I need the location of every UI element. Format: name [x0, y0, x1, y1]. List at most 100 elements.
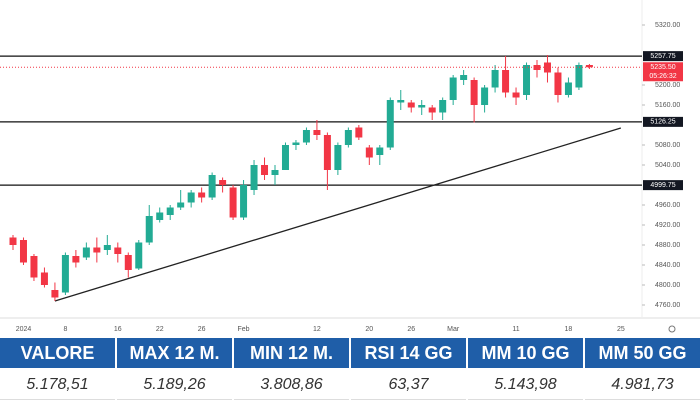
y-tick-label: 5040.00	[655, 162, 680, 169]
trendline	[54, 127, 622, 302]
candle-body	[564, 82, 572, 95]
candle-body	[376, 147, 384, 155]
candle-body	[187, 192, 195, 203]
candle-body	[449, 77, 457, 100]
header-cell: MM 10 GG	[468, 338, 583, 368]
candle-body	[502, 70, 510, 93]
x-tick-label: 22	[156, 326, 164, 333]
candle-body	[19, 240, 27, 263]
candle-body	[82, 247, 90, 258]
candle-body	[135, 242, 143, 269]
x-tick-label: 25	[617, 326, 625, 333]
candle-body	[355, 127, 363, 138]
candle-body	[103, 245, 111, 250]
candle-body	[72, 256, 80, 263]
candle-body	[219, 180, 227, 185]
y-tick-label: 4800.00	[655, 282, 680, 289]
candle-body	[397, 100, 405, 103]
candle-body	[240, 185, 248, 218]
y-tick-label: 5320.00	[655, 22, 680, 29]
candle-body	[177, 202, 185, 208]
candle-body	[93, 247, 101, 253]
candle-body	[523, 65, 531, 95]
x-tick-label: Feb	[238, 326, 250, 333]
x-tick-label: 26	[407, 326, 415, 333]
candle-body	[40, 272, 48, 285]
price-label: 5257.75	[650, 53, 675, 60]
candle-body	[470, 80, 478, 105]
candle-body	[407, 102, 415, 108]
candle-body	[156, 212, 164, 220]
x-tick-label: 20	[365, 326, 373, 333]
price-label-box	[643, 51, 683, 62]
value-cell: 63,37	[351, 370, 466, 400]
x-tick-label: 12	[313, 326, 321, 333]
price-label: 5126.25	[650, 119, 675, 126]
candle-body	[114, 247, 122, 254]
y-tick-label: 5080.00	[655, 142, 680, 149]
x-tick-label: 26	[198, 326, 206, 333]
countdown: 05:26:32	[649, 73, 676, 80]
value-cell: 5.189,26	[117, 370, 232, 400]
candle-body	[9, 237, 17, 245]
x-tick-label: Mar	[447, 326, 460, 333]
candle-body	[281, 145, 289, 170]
price-label: 4999.75	[650, 182, 675, 189]
candle-body	[585, 65, 593, 68]
candle-body	[460, 75, 468, 80]
candle-body	[302, 130, 310, 143]
candle-body	[271, 170, 279, 175]
price-label-box	[643, 180, 683, 191]
header-cell: RSI 14 GG	[351, 338, 466, 368]
candle-body	[229, 187, 237, 218]
candle-body	[198, 192, 206, 198]
candle-body	[344, 130, 352, 145]
chart: 5320.00 5200.00 5160.00 5080.00 5040.00 4960.…	[0, 0, 700, 333]
candle-body	[334, 145, 342, 170]
y-tick-label: 4840.00	[655, 262, 680, 269]
x-tick-label: 8	[63, 326, 67, 333]
candle-body	[543, 62, 551, 73]
candle-body	[386, 100, 394, 148]
candle-body	[512, 92, 520, 98]
header-cell: MM 50 GG	[585, 338, 700, 368]
y-tick-label: 4880.00	[655, 242, 680, 249]
x-tick-label: 18	[565, 326, 573, 333]
settings-icon[interactable]	[668, 325, 676, 333]
y-tick-label: 5160.00	[655, 102, 680, 109]
candle-body	[292, 142, 300, 145]
candle-body	[166, 207, 174, 215]
candle-body	[491, 70, 499, 88]
candle-body	[428, 107, 436, 113]
candle-body	[313, 130, 321, 135]
value-cell: 5.143,98	[468, 370, 583, 400]
y-tick-label: 5200.00	[655, 82, 680, 89]
x-tick-label: 16	[114, 326, 122, 333]
candle-body	[481, 87, 489, 105]
candle-body	[261, 165, 269, 175]
candle-body	[554, 72, 562, 95]
y-tick-label: 4960.00	[655, 202, 680, 209]
table: VALORE MAX 12 M. MIN 12 M. RSI 14 GG MM 10 G…	[0, 338, 700, 400]
candle-body	[575, 65, 583, 88]
candle-body	[30, 256, 38, 278]
candle-body	[323, 135, 331, 170]
header-cell: VALORE	[0, 338, 115, 368]
header-cell: MAX 12 M.	[117, 338, 232, 368]
candle-body	[124, 255, 132, 270]
candle-body	[439, 100, 447, 113]
x-tick-label: 11	[512, 326, 519, 333]
candle-body	[250, 165, 258, 190]
candle-body	[418, 105, 426, 108]
price-label-box	[643, 116, 683, 127]
value-cell: 4.981,73	[585, 370, 700, 400]
candle-body	[61, 255, 69, 293]
last-price-box	[643, 62, 683, 82]
candle-body	[145, 216, 153, 243]
header-cell: MIN 12 M.	[234, 338, 349, 368]
value-cell: 5.178,51	[0, 370, 115, 400]
y-tick-label: 4920.00	[655, 222, 680, 229]
candle-body	[365, 147, 373, 158]
value-cell: 3.808,86	[234, 370, 349, 400]
